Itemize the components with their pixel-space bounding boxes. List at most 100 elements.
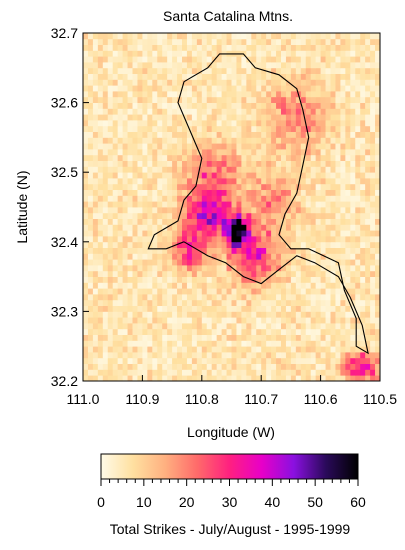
heatmap-cell: [122, 334, 128, 341]
heatmap-cell: [182, 73, 188, 80]
heatmap-cell: [310, 334, 317, 341]
heatmap-cell: [216, 137, 222, 144]
heatmap-cell: [83, 305, 89, 312]
heatmap-cell: [285, 137, 292, 144]
heatmap-cell: [201, 352, 208, 359]
heatmap-cell: [305, 172, 312, 179]
heatmap-cell: [266, 154, 272, 161]
heatmap-cell: [147, 108, 153, 115]
heatmap-cell: [345, 230, 351, 237]
heatmap-cell: [167, 62, 173, 69]
heatmap-cell: [177, 369, 183, 376]
heatmap-cell: [191, 218, 198, 225]
heatmap-cell: [206, 120, 213, 127]
heatmap-cell: [305, 149, 312, 156]
heatmap-cell: [147, 178, 153, 185]
heatmap-cell: [300, 375, 307, 381]
heatmap-cell: [177, 96, 183, 103]
heatmap-cell: [132, 44, 138, 51]
heatmap-cell: [360, 305, 366, 312]
heatmap-cell: [281, 85, 287, 92]
heatmap-cell: [261, 73, 267, 80]
heatmap-cell: [340, 178, 346, 185]
heatmap-cell: [355, 323, 361, 330]
heatmap-cell: [152, 236, 158, 243]
heatmap-cell: [191, 270, 198, 277]
heatmap-cell: [137, 102, 143, 109]
heatmap-cell: [127, 154, 133, 161]
heatmap-cell: [137, 38, 143, 45]
heatmap-cell: [112, 201, 119, 208]
heatmap-cell: [97, 328, 104, 335]
heatmap-cell: [87, 276, 94, 283]
heatmap-cell: [186, 212, 193, 219]
heatmap-cell: [122, 276, 128, 283]
heatmap-cell: [340, 270, 346, 277]
heatmap-cell: [360, 265, 366, 272]
heatmap-cell: [370, 357, 376, 364]
heatmap-cell: [107, 73, 114, 80]
heatmap-cell: [261, 259, 267, 266]
heatmap-cell: [350, 317, 356, 324]
heatmap-cell: [107, 357, 114, 364]
heatmap-cell: [241, 375, 247, 381]
heatmap-cell: [271, 218, 277, 225]
heatmap-cell: [152, 96, 158, 103]
heatmap-cell: [271, 149, 277, 156]
heatmap-cell: [310, 212, 317, 219]
heatmap-cell: [335, 317, 341, 324]
heatmap-cell: [182, 328, 188, 335]
heatmap-cell: [251, 288, 257, 295]
heatmap-cell: [117, 270, 123, 277]
heatmap-cell: [365, 125, 371, 132]
heatmap-cell: [162, 73, 168, 80]
heatmap-cell: [261, 334, 267, 341]
heatmap-cell: [117, 131, 123, 138]
heatmap-cell: [340, 352, 346, 359]
heatmap-cell: [167, 265, 173, 272]
heatmap-cell: [97, 270, 104, 277]
heatmap-cell: [216, 340, 222, 347]
heatmap-cell: [246, 311, 252, 318]
heatmap-cell: [162, 166, 168, 173]
heatmap-cell: [251, 172, 257, 179]
heatmap-cell: [345, 33, 351, 40]
heatmap-cell: [216, 282, 222, 289]
heatmap-cell: [147, 218, 153, 225]
heatmap-cell: [137, 299, 143, 306]
heatmap-cell: [305, 375, 312, 381]
heatmap-cell: [281, 253, 287, 260]
heatmap-cell: [251, 375, 257, 381]
heatmap-cell: [102, 96, 109, 103]
heatmap-cell: [87, 62, 94, 69]
heatmap-cell: [325, 265, 331, 272]
heatmap-cell: [305, 96, 312, 103]
heatmap-cell: [162, 143, 168, 150]
heatmap-cell: [211, 178, 218, 185]
heatmap-cell: [97, 79, 104, 86]
heatmap-cell: [191, 178, 198, 185]
heatmap-cell: [112, 369, 119, 376]
heatmap-cell: [305, 56, 312, 63]
heatmap-cell: [236, 73, 242, 80]
heatmap-cell: [186, 340, 193, 347]
heatmap-cell: [375, 247, 380, 254]
heatmap-cell: [142, 369, 148, 376]
heatmap-cell: [325, 96, 331, 103]
heatmap-cell: [300, 288, 307, 295]
heatmap-cell: [152, 218, 158, 225]
heatmap-cell: [300, 346, 307, 353]
heatmap-cell: [196, 91, 203, 98]
heatmap-cell: [122, 328, 128, 335]
heatmap-cell: [83, 363, 89, 370]
heatmap-cell: [201, 328, 208, 335]
heatmap-cell: [290, 276, 297, 283]
heatmap-cell: [345, 79, 351, 86]
heatmap-cell: [221, 270, 227, 277]
heatmap-cell: [182, 265, 188, 272]
heatmap-cell: [186, 166, 193, 173]
heatmap-cell: [330, 230, 336, 237]
heatmap-cell: [201, 334, 208, 341]
heatmap-cell: [83, 340, 89, 347]
heatmap-cell: [112, 85, 119, 92]
